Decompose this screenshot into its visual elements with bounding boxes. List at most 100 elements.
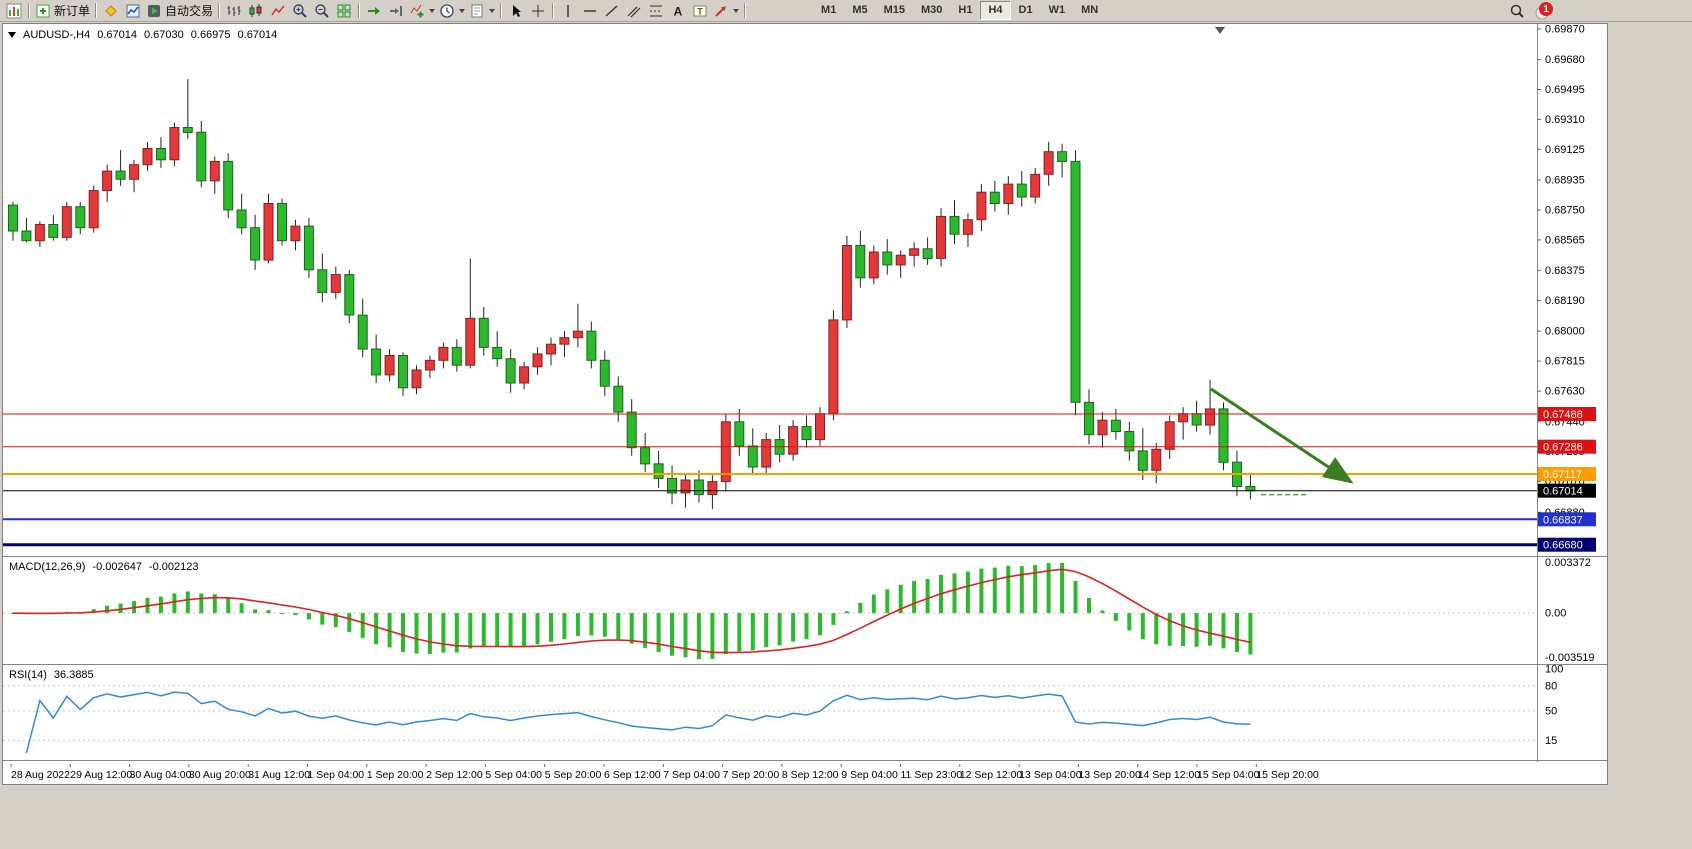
macd-histogram-bar: [441, 613, 446, 653]
search-button[interactable]: [1506, 1, 1528, 21]
horizontal-line-tool-button[interactable]: [579, 1, 601, 21]
trendline-icon: [605, 4, 618, 17]
templates-button[interactable]: [467, 1, 497, 21]
price-chart-canvas[interactable]: 0.69870 0.69680 0.69495 0.69310 0.69125 0.689…: [3, 24, 1607, 784]
macd-histogram-bar: [696, 613, 701, 659]
timeframe-button-m15[interactable]: M15: [883, 4, 905, 16]
periods-button[interactable]: [437, 1, 467, 21]
label-tool-button[interactable]: T: [689, 1, 711, 21]
timeframe-button-mn[interactable]: MN: [1081, 4, 1099, 16]
candle-body: [828, 319, 839, 415]
new-order-button[interactable]: 新订单: [33, 1, 92, 21]
channel-tool-button[interactable]: [623, 1, 645, 21]
candle-body: [680, 479, 691, 494]
candle-body: [599, 359, 610, 387]
candlestick-chart-button[interactable]: [245, 1, 267, 21]
macd-histogram-bar: [91, 609, 96, 614]
new-chart-button[interactable]: [3, 1, 25, 21]
price-axis-label: 0.68000: [1545, 326, 1585, 338]
candle-body: [1057, 151, 1068, 162]
macd-histogram-bar: [105, 605, 110, 614]
vertical-line-tool-button[interactable]: [557, 1, 579, 21]
line-chart-button[interactable]: [267, 1, 289, 21]
price-axis-label: 0.68565: [1545, 234, 1585, 246]
text-tool-button[interactable]: A: [667, 1, 689, 21]
macd-histogram-bar: [844, 611, 849, 614]
timeframe-button-m5[interactable]: M5: [852, 4, 868, 16]
candle-body: [438, 346, 449, 361]
candle-body: [640, 447, 651, 465]
rsi-axis-label: 80: [1545, 680, 1557, 692]
macd-histogram-bar: [643, 613, 648, 648]
macd-histogram-bar: [831, 613, 836, 625]
timeframe-button-h1[interactable]: H1: [958, 4, 973, 16]
candle-body: [115, 170, 126, 180]
auto-scroll-button[interactable]: [363, 1, 385, 21]
candle-body: [559, 337, 570, 345]
candle-body: [88, 190, 99, 229]
indicators-button[interactable]: [407, 1, 437, 21]
candle-body: [586, 330, 597, 361]
metaeditor-button[interactable]: [100, 1, 122, 21]
timeframe-button-h4[interactable]: H4: [980, 1, 1011, 20]
time-axis-label: 30 Aug 04:00: [130, 769, 192, 781]
candle-body: [8, 204, 18, 232]
macd-histogram-bar: [333, 613, 338, 628]
macd-histogram-bar: [427, 613, 432, 654]
fibonacci-tool-button[interactable]: [645, 1, 667, 21]
macd-histogram-bar: [401, 613, 405, 652]
chart-shift-button[interactable]: [385, 1, 407, 21]
candle-body: [868, 251, 879, 279]
macd-histogram-bar: [912, 580, 917, 614]
macd-histogram-bar: [656, 613, 661, 652]
zoom-out-button[interactable]: [311, 1, 333, 21]
macd-histogram-bar: [306, 613, 311, 620]
cursor-tool-button[interactable]: [505, 1, 527, 21]
time-axis-label: 9 Sep 04:00: [841, 769, 898, 781]
macd-histogram-bar: [1087, 598, 1091, 614]
macd-histogram-bar: [1208, 613, 1212, 646]
macd-histogram-bar: [118, 603, 123, 614]
rsi-axis-label: 50: [1545, 706, 1557, 718]
candle-body: [761, 439, 772, 468]
chart-shift-marker-icon[interactable]: [1215, 27, 1225, 34]
macd-histogram-bar: [1127, 613, 1132, 631]
notifications-button[interactable]: 1: [1534, 1, 1554, 21]
macd-indicator-label: MACD(12,26,9) -0.002647 -0.002123: [9, 561, 199, 573]
bars-chart-button[interactable]: [223, 1, 245, 21]
trend-arrow-annotation[interactable]: [1210, 387, 1354, 484]
timeframe-button-m1[interactable]: M1: [821, 4, 837, 16]
candle-body: [936, 215, 946, 259]
macd-histogram-bar: [965, 571, 970, 614]
macd-histogram-bar: [629, 613, 634, 644]
candle-body: [344, 274, 355, 316]
chart-window[interactable]: 0.69870 0.69680 0.69495 0.69310 0.69125 0.689…: [2, 23, 1608, 785]
trendline-tool-button[interactable]: [601, 1, 623, 21]
candle-body: [398, 355, 408, 389]
oneclick-trading-expand-icon[interactable]: [8, 32, 16, 38]
timeframe-button-d1[interactable]: D1: [1018, 4, 1033, 16]
price-marker-label: 0.67488: [1543, 409, 1583, 421]
strategy-tester-button[interactable]: [122, 1, 144, 21]
candle-body: [976, 191, 987, 221]
macd-histogram-bar: [1235, 613, 1239, 652]
zoom-in-button[interactable]: [289, 1, 311, 21]
svg-text:T: T: [697, 6, 703, 16]
macd-histogram-bar: [589, 613, 594, 636]
crosshair-tool-button[interactable]: [527, 1, 549, 21]
macd-histogram-bar: [226, 598, 231, 614]
tile-windows-button[interactable]: [333, 1, 355, 21]
timeframe-button-m30[interactable]: M30: [921, 4, 943, 16]
toolbar-separator: [95, 3, 98, 18]
macd-histogram-bar: [670, 613, 674, 656]
candle-body: [882, 251, 893, 266]
template-icon: [471, 4, 483, 17]
macd-histogram-bar: [374, 613, 379, 645]
arrows-tool-button[interactable]: [711, 1, 741, 21]
autotrading-button[interactable]: 自动交易: [144, 1, 215, 21]
macd-histogram-bar: [280, 613, 284, 615]
timeframe-button-w1[interactable]: W1: [1048, 4, 1066, 16]
candle-body: [223, 160, 234, 211]
macd-histogram-bar: [293, 613, 298, 616]
candle-body: [546, 343, 556, 355]
